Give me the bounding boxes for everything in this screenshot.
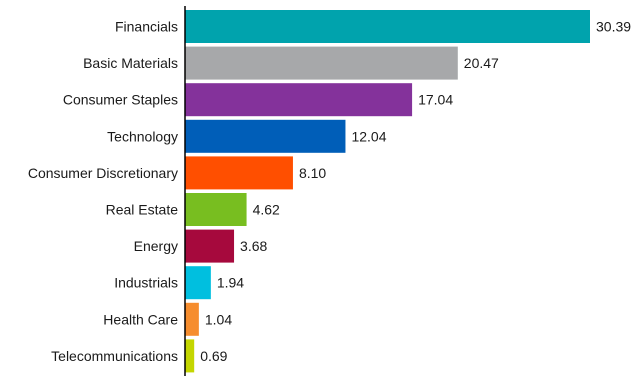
value-label: 12.04 (351, 128, 386, 144)
category-label: Industrials (114, 275, 178, 291)
category-label: Technology (107, 128, 178, 144)
bar-real-estate (185, 193, 247, 226)
category-label: Basic Materials (83, 55, 178, 71)
bar-consumer-staples (185, 83, 413, 117)
bar-consumer-discretionary (185, 156, 293, 190)
bar-industrials (185, 266, 211, 300)
bar-telecommunications (185, 339, 195, 373)
value-label: 20.47 (464, 55, 499, 71)
bar-financials (185, 10, 590, 43)
bar-energy (185, 229, 235, 263)
bar-basic-materials (185, 46, 458, 80)
value-label: 8.10 (299, 165, 326, 181)
bar-technology (185, 119, 346, 153)
bar-health-care (185, 302, 199, 336)
category-label: Health Care (103, 311, 178, 327)
value-label: 1.04 (205, 311, 232, 327)
category-label: Energy (134, 238, 178, 254)
category-label: Consumer Discretionary (28, 165, 178, 181)
value-label: 0.69 (200, 348, 227, 364)
value-labels-group: 30.39 20.47 17.04 12.04 8.10 4.62 3.68 1.94 1.04… (200, 19, 631, 364)
category-label: Real Estate (106, 202, 179, 218)
value-label: 4.62 (253, 202, 280, 218)
category-label: Financials (115, 19, 178, 35)
category-label: Telecommunications (51, 348, 178, 364)
category-label: Consumer Staples (63, 92, 178, 108)
value-label: 1.94 (217, 275, 244, 291)
bars-group (185, 10, 590, 373)
value-label: 3.68 (240, 238, 267, 254)
category-labels-group: Financials Basic Materials Consumer Staple… (28, 19, 178, 364)
value-label: 17.04 (418, 92, 453, 108)
value-label: 30.39 (596, 19, 631, 35)
